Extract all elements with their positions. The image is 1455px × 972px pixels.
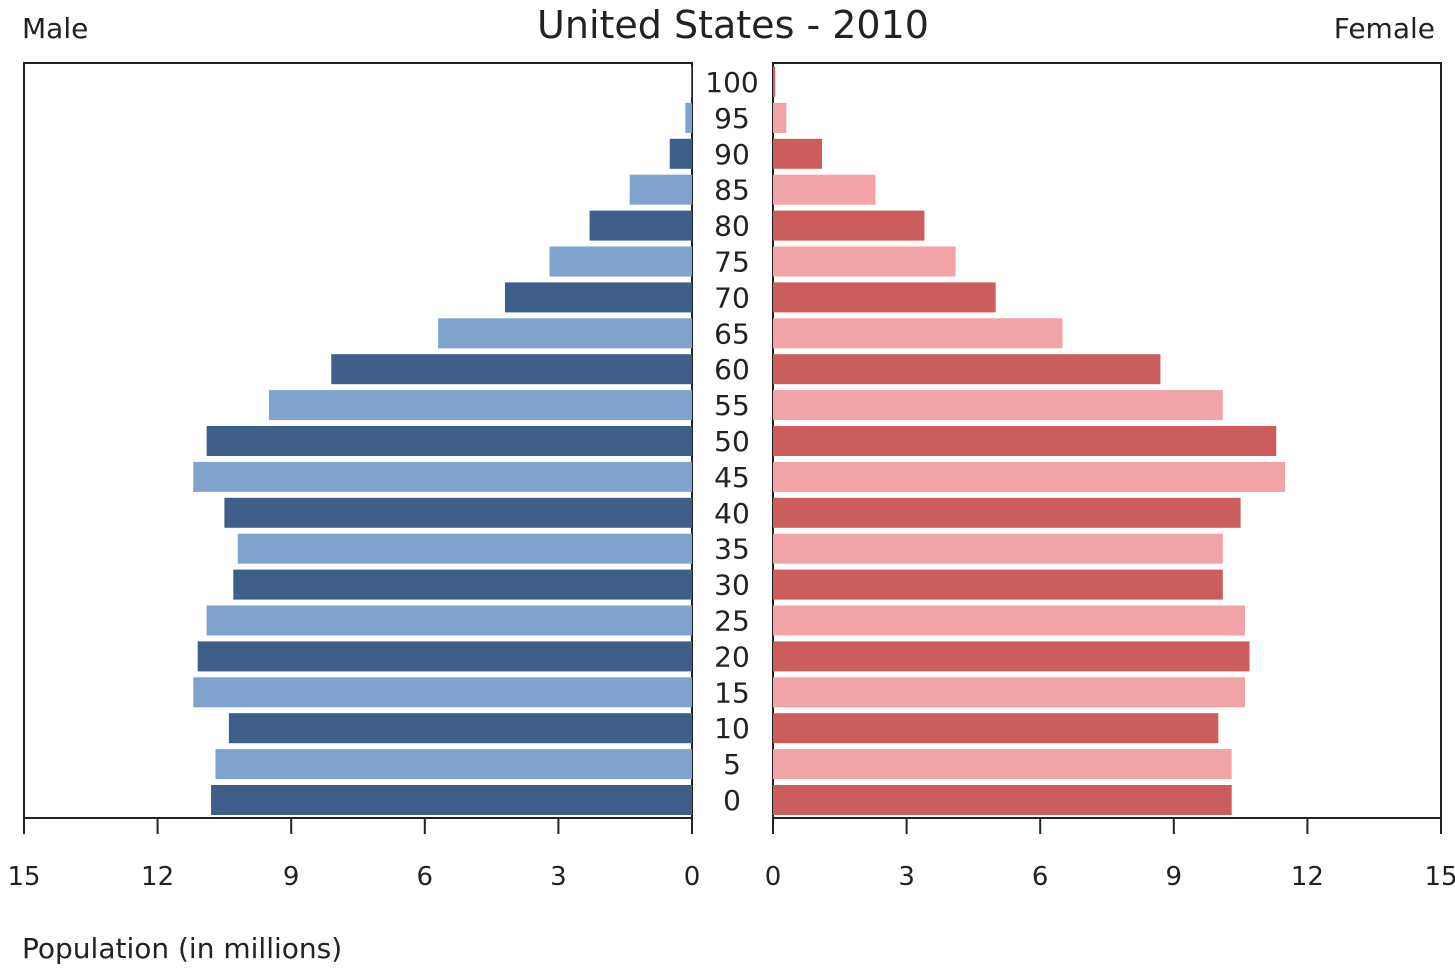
male-bar-age-75 [549, 246, 692, 277]
age-label-35: 35 [714, 533, 750, 566]
male-bar-age-80 [589, 210, 692, 241]
female-bar-age-40 [773, 497, 1241, 528]
female-tick-label-9: 9 [1166, 862, 1183, 892]
age-label-30: 30 [714, 569, 750, 602]
female-bar-age-20 [773, 641, 1250, 672]
age-label-20: 20 [714, 640, 750, 673]
female-bar-age-15 [773, 677, 1246, 708]
male-tick-label-9: 9 [283, 862, 300, 892]
female-bar-age-45 [773, 461, 1286, 492]
female-bar-age-80 [773, 210, 925, 241]
age-label-55: 55 [714, 389, 750, 422]
age-labels: 0510152025303540455055606570758085909510… [705, 66, 758, 817]
female-bar-age-50 [773, 426, 1277, 456]
female-bar-age-100 [773, 67, 776, 97]
age-label-0: 0 [723, 784, 741, 817]
age-label-95: 95 [714, 102, 750, 135]
age-label-50: 50 [714, 425, 750, 458]
female-bar-age-85 [773, 174, 876, 205]
male-bar-age-100 [691, 67, 692, 97]
male-bar-age-60 [331, 354, 692, 385]
female-x-axis: 0 3 6 9 12 15 [765, 818, 1455, 892]
age-label-100: 100 [705, 66, 758, 99]
age-label-10: 10 [714, 712, 750, 745]
age-label-5: 5 [723, 748, 741, 781]
male-bar-age-0 [211, 785, 693, 815]
male-bar-age-5 [215, 749, 692, 780]
male-tick-label-3: 3 [550, 862, 567, 892]
male-bar-age-85 [629, 174, 692, 205]
chart-title: United States - 2010 [537, 3, 929, 47]
male-bar-age-25 [206, 605, 692, 636]
female-tick-label-15: 15 [1424, 862, 1455, 892]
age-label-40: 40 [714, 497, 750, 530]
male-x-axis: 0 3 6 9 12 15 [7, 818, 700, 892]
male-panel [23, 62, 693, 819]
female-bar-age-95 [773, 102, 787, 133]
male-bar-age-20 [197, 641, 692, 672]
female-bar-age-70 [773, 282, 996, 313]
male-tick-label-0: 0 [684, 862, 701, 892]
age-label-45: 45 [714, 461, 750, 494]
male-bar-age-50 [206, 426, 692, 456]
male-side-label: Male [22, 12, 88, 45]
x-axis-label: Population (in millions) [22, 932, 342, 965]
female-tick-label-6: 6 [1032, 862, 1049, 892]
female-bar-age-60 [773, 354, 1161, 385]
male-tick-label-15: 15 [7, 862, 40, 892]
male-bar-age-70 [504, 282, 692, 313]
female-tick-label-12: 12 [1291, 862, 1324, 892]
age-label-25: 25 [714, 605, 750, 638]
male-bar-age-35 [237, 533, 692, 564]
male-bar-age-95 [685, 102, 692, 133]
age-label-65: 65 [714, 317, 750, 350]
male-bar-age-40 [224, 497, 692, 528]
female-tick-label-0: 0 [765, 862, 782, 892]
age-label-80: 80 [714, 210, 750, 243]
male-bar-age-55 [268, 390, 692, 421]
female-bar-age-5 [773, 749, 1232, 780]
female-bar-age-65 [773, 318, 1063, 349]
age-label-15: 15 [714, 676, 750, 709]
female-bar-age-0 [773, 785, 1232, 815]
male-bar-age-45 [193, 461, 692, 492]
female-bar-age-55 [773, 390, 1223, 421]
female-bar-age-10 [773, 713, 1219, 744]
male-bar-age-10 [228, 713, 692, 744]
male-tick-label-12: 12 [141, 862, 174, 892]
female-bar-age-30 [773, 569, 1223, 600]
female-bar-age-35 [773, 533, 1223, 564]
male-bar-age-30 [233, 569, 692, 600]
female-bar-age-90 [773, 138, 822, 169]
female-tick-label-3: 3 [898, 862, 915, 892]
age-label-90: 90 [714, 138, 750, 171]
female-bar-age-75 [773, 246, 956, 277]
age-label-70: 70 [714, 281, 750, 314]
age-label-60: 60 [714, 353, 750, 386]
male-bar-age-90 [669, 138, 692, 169]
male-bar-age-15 [193, 677, 692, 708]
male-bar-age-65 [438, 318, 692, 349]
age-label-85: 85 [714, 174, 750, 207]
age-label-75: 75 [714, 246, 750, 279]
female-side-label: Female [1334, 12, 1435, 45]
male-tick-label-6: 6 [417, 862, 434, 892]
female-panel [772, 62, 1442, 819]
female-bar-age-25 [773, 605, 1246, 636]
